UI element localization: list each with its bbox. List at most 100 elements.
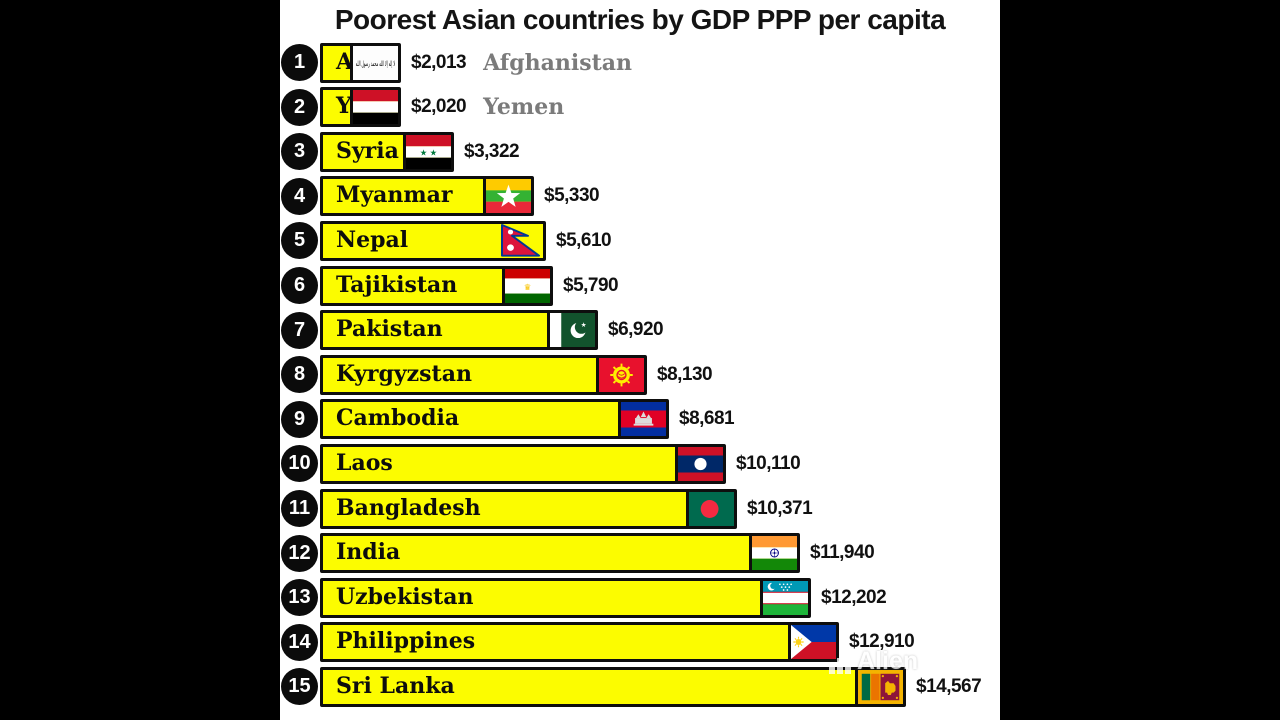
rank-badge: 15 xyxy=(281,668,318,706)
philippines-flag-icon xyxy=(788,625,836,660)
value-label: $5,330 xyxy=(544,185,600,207)
country-name: Tajikistan xyxy=(336,271,458,298)
country-name: India xyxy=(336,539,401,566)
bar-row: 13 Uzbekistan $12,202 xyxy=(280,577,1000,618)
rank-badge: 1 xyxy=(281,44,318,81)
tajikistan-flag-icon: ♛ xyxy=(502,268,550,303)
country-name: Bangladesh xyxy=(336,494,481,521)
country-bar: Philippines xyxy=(320,622,839,663)
svg-text:★ ★: ★ ★ xyxy=(420,147,437,157)
left-pillarbox xyxy=(0,0,280,720)
country-name: Pakistan xyxy=(336,316,443,343)
right-pillarbox xyxy=(1000,0,1280,720)
country-bar: Tajikistan ♛ xyxy=(320,265,553,306)
bar-row: 4 Myanmar $5,330 xyxy=(280,176,1000,217)
bar-row: 14 Philippines $12,910 xyxy=(280,622,1000,663)
country-name: Sri Lanka xyxy=(336,672,455,699)
country-bar: Afghanistan لا إله إلا الله محمد رسول الل… xyxy=(320,42,401,83)
value-label: $12,202 xyxy=(821,586,887,608)
bar-row: 2 Yemen $2,020 Yemen xyxy=(280,87,1000,128)
country-bar: Laos xyxy=(320,443,726,484)
value-label: $8,681 xyxy=(679,408,735,430)
bar-row: 11 Bangladesh $10,371 xyxy=(280,488,1000,529)
country-bar: Syria ★ ★ xyxy=(320,131,454,172)
value-label: $8,130 xyxy=(657,363,713,385)
country-bar: Uzbekistan xyxy=(320,577,811,618)
value-label: $6,920 xyxy=(608,319,664,341)
bar-row: 15 Sri Lanka $14,567 xyxy=(280,666,1000,707)
rank-badge: 6 xyxy=(281,267,318,304)
svg-text:♛: ♛ xyxy=(524,281,532,291)
bar-row: 5 Nepal $5,610 xyxy=(280,220,1000,261)
bar-row: 7 Pakistan ★ $6,920 xyxy=(280,310,1000,351)
pakistan-flag-icon: ★ xyxy=(547,313,595,348)
rank-badge: 3 xyxy=(281,133,318,171)
nepal-flag-icon xyxy=(495,223,543,258)
bar-row: 12 India $11,940 xyxy=(280,533,1000,574)
country-name: Philippines xyxy=(336,628,476,655)
bangladesh-flag-icon xyxy=(686,491,734,526)
country-name: Afghanistan xyxy=(323,46,350,80)
syria-flag-icon: ★ ★ xyxy=(403,134,451,169)
rank-badge: 13 xyxy=(281,579,318,617)
value-label: $10,110 xyxy=(736,452,801,474)
bar-row: 9 Cambodia $8,681 xyxy=(280,399,1000,440)
svg-text:★: ★ xyxy=(581,321,587,329)
country-name: Uzbekistan xyxy=(336,583,474,610)
india-flag-icon xyxy=(749,536,797,571)
country-bar: Nepal xyxy=(320,220,546,261)
country-bar: Bangladesh xyxy=(320,488,737,529)
rank-badge: 10 xyxy=(281,445,318,483)
value-label: $5,610 xyxy=(556,229,612,251)
rank-badge: 8 xyxy=(281,356,318,394)
country-bar: Pakistan ★ xyxy=(320,310,598,351)
value-label: $12,910 xyxy=(849,631,915,653)
yemen-flag-icon xyxy=(350,90,398,125)
rank-badge: 4 xyxy=(281,177,318,215)
country-bar: India xyxy=(320,533,800,574)
value-label: $14,567 xyxy=(916,675,982,697)
value-label: $3,322 xyxy=(464,140,520,162)
srilanka-flag-icon xyxy=(855,669,903,704)
kyrgyzstan-flag-icon xyxy=(596,357,644,392)
country-name: Nepal xyxy=(336,226,409,253)
value-label: $10,371 xyxy=(747,497,813,519)
rank-badge: 5 xyxy=(281,222,318,260)
bar-row: 1Afghanistanلا إله إلا الله محمد رسول ال… xyxy=(280,42,1000,83)
afghanistan-flag-icon: لا إله إلا الله محمد رسول الله xyxy=(350,45,398,80)
value-label: $5,790 xyxy=(563,274,619,296)
chart-title: Poorest Asian countries by GDP PPP per c… xyxy=(334,4,946,35)
country-name: Syria xyxy=(336,137,399,164)
rank-badge: 2 xyxy=(281,88,318,126)
country-name: Cambodia xyxy=(336,405,460,432)
value-label: $11,940 xyxy=(810,542,875,564)
country-name-outside: Yemen xyxy=(483,94,565,121)
country-name: Kyrgyzstan xyxy=(336,360,472,387)
rank-badge: 9 xyxy=(281,400,318,438)
country-name-outside: Afghanistan xyxy=(483,49,633,76)
svg-text:لا إله إلا الله محمد رسول الله: لا إله إلا الله محمد رسول الله xyxy=(356,58,395,67)
cambodia-flag-icon xyxy=(618,402,666,437)
country-name: Myanmar xyxy=(336,182,453,209)
bar-row: 6 Tajikistan ♛ $5,790 xyxy=(280,265,1000,306)
country-name: Laos xyxy=(336,449,393,476)
rank-badge: 7 xyxy=(281,311,318,349)
myanmar-flag-icon xyxy=(483,179,531,214)
rank-badge: 12 xyxy=(281,534,318,572)
rank-badge: 11 xyxy=(281,490,318,527)
value-label: $2,020 xyxy=(411,96,467,118)
chart-canvas: Poorest Asian countries by GDP PPP per c… xyxy=(280,0,1000,720)
laos-flag-icon xyxy=(675,446,723,481)
value-label: $2,013 xyxy=(411,51,467,73)
country-bar: Yemen xyxy=(320,87,401,128)
country-bar: Cambodia xyxy=(320,399,669,440)
uzbekistan-flag-icon xyxy=(760,580,808,615)
bar-row: 10 Laos $10,110 xyxy=(280,443,1000,484)
country-bar: Kyrgyzstan xyxy=(320,354,647,395)
bar-row: 8 Kyrgyzstan $8,130 xyxy=(280,354,1000,395)
country-bar: Sri Lanka xyxy=(320,666,906,707)
bar-row: 3 Syria ★ ★ $3,322 xyxy=(280,131,1000,172)
country-name: Yemen xyxy=(336,93,350,120)
rank-badge: 14 xyxy=(281,623,318,661)
